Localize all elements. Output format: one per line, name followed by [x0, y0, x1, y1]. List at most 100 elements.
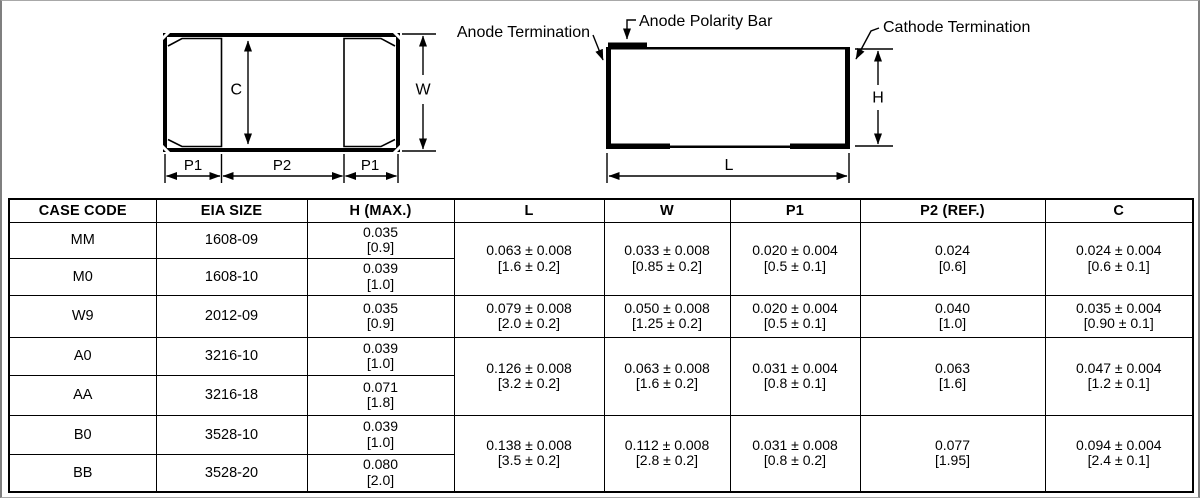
- value-inches: 0.047 ± 0.004: [1075, 359, 1162, 376]
- col-header-p1: P1: [729, 198, 861, 223]
- anode-polarity-bar: [608, 42, 647, 48]
- chip-side-view-labels: Anode Termination Anode Polarity Bar Cat…: [457, 13, 1030, 174]
- table-row: M0 1608-10 0.039 [1.0]: [8, 257, 1193, 296]
- value-mm: [1.95]: [934, 452, 971, 469]
- value-inches: 0.031 ± 0.004: [752, 359, 838, 376]
- h-max-cell: 0.071 [1.8]: [306, 374, 455, 416]
- h-max-cell: 0.039 [1.0]: [306, 257, 455, 296]
- case-code-cell: W9: [8, 294, 157, 338]
- value-inches: 0.024 ± 0.004: [1075, 242, 1162, 258]
- case-code-cell: BB: [8, 453, 157, 493]
- dim-w-cell: 0.063 ± 0.008 [1.6 ± 0.2]: [603, 336, 731, 416]
- value-inches: 0.126 ± 0.008: [486, 359, 572, 376]
- anode-polarity-bar-leader: [623, 19, 636, 40]
- anode-termination-leader: [592, 34, 604, 61]
- dim-h-label: H: [872, 90, 884, 107]
- chip-side-view-diagram: [592, 19, 893, 183]
- dim-w-cell: 0.033 ± 0.008 [0.85 ± 0.2]: [603, 221, 731, 296]
- value-inches: 0.039: [362, 339, 399, 356]
- value-mm: [2.8 ± 0.2]: [635, 452, 699, 469]
- h-max-cell: 0.035 [0.9]: [306, 221, 455, 259]
- dim-w-cell: 0.112 ± 0.008 [2.8 ± 0.2]: [603, 414, 731, 493]
- table-row: B0 3528-10 0.039 [1.0] 0.138 ± 0.008 [3.…: [8, 414, 1194, 493]
- value-mm: [0.9]: [366, 239, 395, 255]
- table-row: W9 2012-09 0.035 [0.9] 0.079 ± 0.008 [2.…: [8, 294, 1194, 338]
- dim-p-arrows: [164, 154, 399, 183]
- value-mm: [1.25 ± 0.2]: [632, 315, 702, 331]
- col-header-p2-ref: P2 (REF.): [859, 198, 1046, 223]
- case-code-cell: MM: [8, 221, 157, 259]
- value-inches: 0.094 ± 0.004: [1075, 436, 1162, 453]
- value-inches: 0.035: [362, 223, 399, 240]
- col-header-case-code: CASE CODE: [8, 198, 157, 223]
- value-mm: [2.0]: [366, 471, 395, 488]
- col-header-h-max: H (MAX.): [306, 198, 455, 223]
- dim-l-arrow: [606, 153, 850, 183]
- table-row: BB 3528-20 0.080 [2.0]: [8, 453, 1193, 493]
- dim-l-cell: 0.126 ± 0.008 [3.2 ± 0.2]: [453, 336, 605, 416]
- value-inches: 0.024: [934, 242, 971, 258]
- value-inches: 0.079 ± 0.008: [486, 299, 572, 316]
- dim-p2-cell: 0.063 [1.6]: [859, 336, 1046, 416]
- value-inches: 0.039: [362, 418, 399, 434]
- dim-c-cell: 0.094 ± 0.004 [2.4 ± 0.1]: [1044, 414, 1194, 493]
- value-mm: [0.8 ± 0.1]: [763, 375, 827, 391]
- value-mm: [1.0]: [938, 315, 967, 331]
- dim-w-label: W: [415, 82, 431, 99]
- value-mm: [0.8 ± 0.2]: [763, 452, 827, 469]
- value-inches: 0.071: [362, 378, 399, 395]
- eia-size-cell: 1608-10: [155, 257, 308, 296]
- value-inches: 0.020 ± 0.004: [752, 299, 838, 316]
- table-header-row: CASE CODE EIA SIZE H (MAX.) L W P1 P2 (R…: [8, 198, 1194, 223]
- value-inches: 0.040: [934, 299, 971, 316]
- value-mm: [1.6]: [938, 375, 967, 391]
- value-inches: 0.138 ± 0.008: [486, 436, 572, 453]
- col-header-l: L: [453, 198, 605, 223]
- table-row: MM 1608-09 0.035 [0.9] 0.063 ± 0.008 [1.…: [8, 221, 1194, 296]
- value-mm: [1.8]: [366, 394, 395, 410]
- col-header-c: C: [1044, 198, 1194, 223]
- chip-body-outline: [163, 33, 400, 152]
- table-row: AA 3216-18 0.071 [1.8]: [8, 374, 1193, 416]
- value-mm: [0.6 ± 0.1]: [1087, 257, 1150, 274]
- dim-c-cell: 0.035 ± 0.004 [0.90 ± 0.1]: [1044, 294, 1194, 338]
- dim-p1-cell: 0.020 ± 0.004 [0.5 ± 0.1]: [729, 221, 861, 296]
- value-mm: [1.0]: [366, 433, 395, 450]
- eia-size-cell: 3216-10: [155, 336, 308, 376]
- eia-size-cell: 3528-10: [155, 414, 308, 455]
- chip-side-outline: [606, 47, 850, 148]
- dim-p2-cell: 0.077 [1.95]: [859, 414, 1046, 493]
- value-mm: [1.2 ± 0.1]: [1087, 375, 1150, 391]
- dim-p2-cell: 0.040 [1.0]: [859, 294, 1046, 338]
- h-max-cell: 0.035 [0.9]: [306, 294, 455, 338]
- value-mm: [1.0]: [366, 275, 395, 292]
- case-code-cell: A0: [8, 336, 157, 376]
- h-max-cell: 0.080 [2.0]: [306, 453, 455, 493]
- value-inches: 0.039: [362, 260, 399, 276]
- value-inches: 0.063: [934, 359, 971, 376]
- value-mm: [0.5 ± 0.1]: [763, 257, 827, 274]
- value-inches: 0.031 ± 0.008: [752, 436, 838, 453]
- value-inches: 0.063 ± 0.008: [624, 359, 710, 376]
- case-code-cell: AA: [8, 374, 157, 416]
- value-mm: [0.5 ± 0.1]: [763, 315, 827, 331]
- dim-l-cell: 0.079 ± 0.008 [2.0 ± 0.2]: [453, 294, 605, 338]
- dim-p1-cell: 0.031 ± 0.008 [0.8 ± 0.2]: [729, 414, 861, 493]
- value-mm: [0.85 ± 0.2]: [632, 257, 702, 274]
- eia-size-cell: 2012-09: [155, 294, 308, 338]
- value-mm: [2.4 ± 0.1]: [1087, 452, 1150, 469]
- h-max-cell: 0.039 [1.0]: [306, 414, 455, 455]
- value-mm: [1.6 ± 0.2]: [497, 257, 561, 274]
- value-inches: 0.112 ± 0.008: [624, 436, 710, 453]
- dim-p2-cell: 0.024 [0.6]: [859, 221, 1046, 296]
- case-code-cell: B0: [8, 414, 157, 455]
- right-termination-pad-outline: [343, 37, 396, 148]
- chip-top-view-labels: C W P1 P2 P1: [184, 82, 432, 175]
- case-dimensions-table: CASE CODE EIA SIZE H (MAX.) L W P1 P2 (R…: [8, 198, 1194, 493]
- chip-top-view-diagram: [156, 27, 436, 183]
- eia-size-cell: 1608-09: [155, 221, 308, 259]
- dim-p1-cell: 0.020 ± 0.004 [0.5 ± 0.1]: [729, 294, 861, 338]
- value-inches: 0.077: [934, 436, 971, 453]
- anode-termination-edge: [606, 47, 611, 148]
- value-inches: 0.050 ± 0.008: [624, 299, 710, 316]
